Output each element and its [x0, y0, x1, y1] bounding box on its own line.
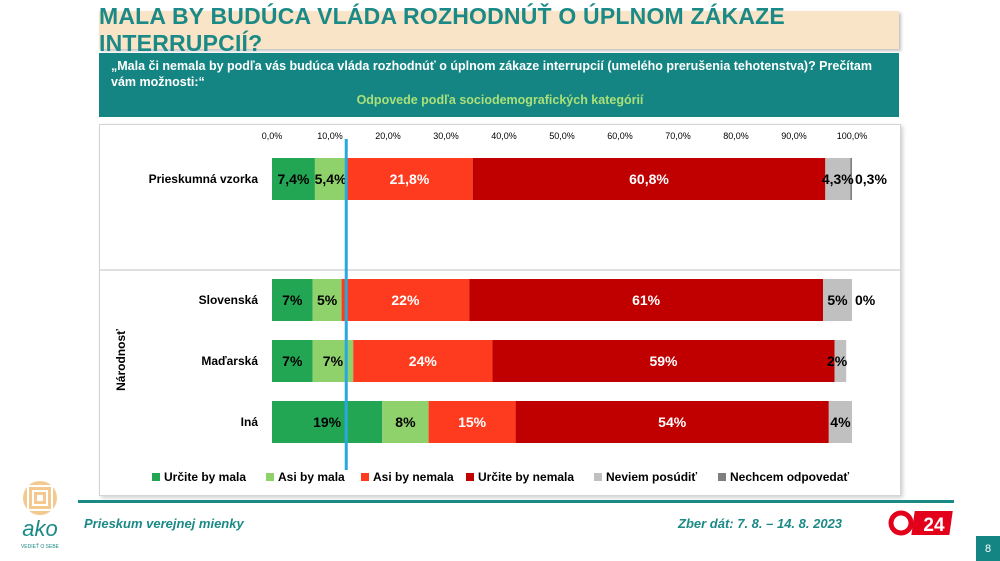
data-label: 4% — [830, 414, 851, 430]
data-label: 21,8% — [390, 171, 430, 187]
data-label: 0,3% — [855, 171, 887, 187]
footer-data-collection: Zber dát: 7. 8. – 14. 8. 2023 — [678, 516, 843, 531]
tv24-logo-graphic: 24 — [888, 510, 953, 536]
data-label: 22% — [391, 292, 420, 308]
category-label: Slovenská — [199, 293, 259, 307]
bar-segment — [353, 340, 493, 382]
legend-swatch — [266, 473, 274, 481]
bar-segment — [428, 401, 516, 443]
legend-swatch — [361, 473, 369, 481]
legend-swatch — [152, 473, 160, 481]
data-label: 7% — [282, 292, 303, 308]
data-label: 7% — [323, 353, 344, 369]
legend-label: Asi by mala — [278, 470, 345, 484]
legend-label: Určite by nemala — [478, 470, 574, 484]
tv24-logo-text: 24 — [923, 515, 945, 536]
ako-logo-text: ako — [22, 516, 57, 541]
x-tick-label: 30,0% — [433, 131, 459, 141]
stacked-bar-chart: 0,0% 10,0% 20,0% 30,0% 40,0% 50,0% 60,0% 70,0% 8… — [100, 131, 900, 484]
legend-label: Neviem posúdiť — [606, 470, 697, 484]
x-tick-label: 70,0% — [665, 131, 691, 141]
bar-segment — [469, 279, 823, 321]
data-label: 24% — [409, 353, 438, 369]
legend-label: Nechcem odpovedať — [730, 470, 849, 484]
x-tick-label: 50,0% — [549, 131, 575, 141]
data-label: 4,3% — [822, 171, 854, 187]
group-label: Národnosť — [114, 329, 128, 391]
title-banner: MALA BY BUDÚCA VLÁDA ROZHODNÚŤ O ÚPLNOM … — [99, 3, 899, 56]
data-label: 2% — [827, 353, 848, 369]
x-tick-label: 40,0% — [491, 131, 517, 141]
bar-segment — [492, 340, 835, 382]
x-tick-label: 90,0% — [781, 131, 807, 141]
tv24-logo: 24 — [888, 509, 956, 537]
bar-segment — [515, 401, 829, 443]
bar-segment — [314, 158, 347, 200]
x-tick-label: 60,0% — [607, 131, 633, 141]
data-label: 5% — [317, 292, 338, 308]
legend-swatch — [594, 473, 602, 481]
legend-label: Určite by mala — [164, 470, 246, 484]
question-subtitle: Odpovede podľa sociodemografických kateg… — [356, 93, 644, 107]
data-label: 15% — [458, 414, 487, 430]
bar-segment — [312, 279, 342, 321]
legend-swatch — [466, 473, 474, 481]
data-label: 5,4% — [315, 171, 347, 187]
ako-logo: ako VEDIEŤ O SEBE — [10, 476, 70, 556]
data-label: 7,4% — [277, 171, 309, 187]
bar-segment — [272, 401, 383, 443]
ako-logo-graphic: ako VEDIEŤ O SEBE — [21, 481, 60, 550]
category-label: Iná — [241, 415, 259, 429]
x-tick-label: 20,0% — [375, 131, 401, 141]
bar-segment — [828, 401, 852, 443]
bar-segment — [272, 158, 315, 200]
bar-segment — [272, 340, 313, 382]
x-tick-label: 80,0% — [723, 131, 749, 141]
chart-frame: 0,0% 10,0% 20,0% 30,0% 40,0% 50,0% 60,0% 70,0% 8… — [99, 124, 901, 496]
bar-segment — [346, 158, 473, 200]
bar-segment — [825, 158, 851, 200]
footer-divider — [78, 500, 954, 503]
data-label: 19% — [313, 414, 342, 430]
data-label: 60,8% — [629, 171, 669, 187]
data-label: 0% — [855, 292, 876, 308]
ako-logo-tagline: VEDIEŤ O SEBE — [21, 542, 60, 550]
bar-segment — [382, 401, 429, 443]
bar-segment — [823, 279, 852, 321]
question-panel: „Mala či nemala by podľa vás budúca vlád… — [99, 53, 899, 117]
x-tick-label: 0,0% — [262, 131, 283, 141]
legend-label: Asi by nemala — [373, 470, 454, 484]
page-number: 8 — [976, 536, 1000, 561]
category-label: Prieskumná vzorka — [149, 172, 259, 186]
data-label: 54% — [658, 414, 687, 430]
footer-survey-label: Prieskum verejnej mienky — [84, 516, 244, 531]
page-title: MALA BY BUDÚCA VLÁDA ROZHODNÚŤ O ÚPLNOM … — [99, 3, 785, 56]
x-tick-label: 100,0% — [837, 131, 868, 141]
x-tick-label: 10,0% — [317, 131, 343, 141]
bar-segment — [472, 158, 826, 200]
bar-segment — [272, 279, 313, 321]
data-label: 8% — [395, 414, 416, 430]
data-label: 61% — [632, 292, 661, 308]
legend-swatch — [718, 473, 726, 481]
data-label: 59% — [649, 353, 678, 369]
bar-segment — [850, 158, 852, 200]
data-label: 5% — [827, 292, 848, 308]
bar-segment — [834, 340, 847, 382]
question-text: „Mala či nemala by podľa vás budúca vlád… — [111, 59, 872, 89]
bar-segment — [341, 279, 470, 321]
data-label: 7% — [282, 353, 303, 369]
category-label: Maďarská — [201, 354, 258, 368]
